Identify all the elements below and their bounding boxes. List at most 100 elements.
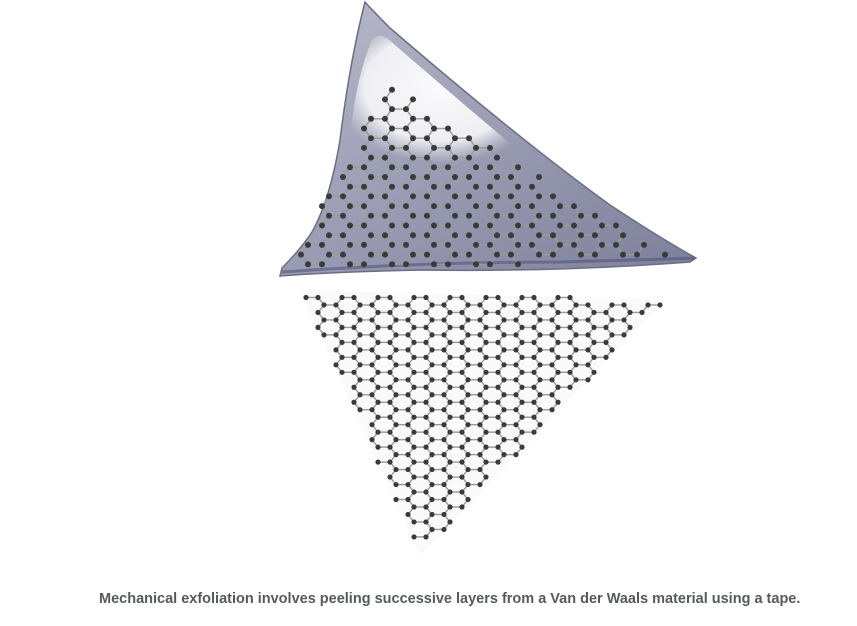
atom: [411, 294, 417, 301]
atom: [515, 164, 521, 171]
atom: [389, 144, 395, 151]
atom: [477, 302, 483, 308]
atom: [557, 203, 563, 210]
atom: [393, 392, 399, 398]
atom: [452, 154, 458, 161]
atom: [429, 466, 435, 473]
atom: [447, 339, 453, 345]
atom: [483, 339, 489, 345]
atom: [473, 144, 479, 151]
atom: [447, 519, 453, 525]
atom: [519, 294, 525, 301]
atom: [459, 309, 465, 316]
atom: [393, 437, 399, 443]
atom: [495, 369, 501, 375]
atom: [333, 347, 339, 353]
atom: [483, 294, 489, 301]
atom: [494, 193, 500, 200]
atom: [387, 309, 393, 316]
atom: [429, 407, 435, 413]
atom: [389, 125, 395, 132]
atom: [495, 399, 501, 405]
atom: [424, 232, 430, 239]
atom: [519, 444, 525, 450]
atom: [357, 347, 363, 353]
atom: [423, 504, 429, 510]
atom: [501, 302, 507, 308]
atom: [405, 362, 411, 368]
atom: [487, 261, 493, 268]
atom: [393, 452, 399, 458]
atom: [459, 444, 465, 450]
atom: [431, 261, 437, 268]
atom: [333, 332, 339, 338]
atom: [361, 125, 367, 132]
atom: [477, 392, 483, 398]
atom: [429, 526, 435, 533]
atom: [361, 144, 367, 151]
atom: [465, 422, 471, 428]
atom: [375, 339, 381, 345]
atom: [375, 384, 381, 390]
atom: [549, 317, 555, 323]
tape-highlight: [350, 36, 530, 164]
atom: [557, 241, 563, 248]
atom: [369, 332, 375, 338]
atom: [431, 144, 437, 151]
atom: [405, 317, 411, 323]
atom: [537, 392, 543, 398]
atom: [465, 452, 471, 458]
atom: [531, 294, 537, 301]
atom: [519, 414, 525, 420]
atom: [441, 511, 447, 518]
atom: [459, 294, 465, 301]
atom: [393, 496, 399, 503]
atom: [411, 504, 417, 510]
atom: [431, 203, 437, 210]
atom: [387, 354, 393, 360]
atom: [578, 232, 584, 239]
atom: [393, 377, 399, 383]
atom: [410, 115, 416, 122]
atom: [441, 392, 447, 398]
atom: [495, 309, 501, 316]
atom: [477, 362, 483, 368]
atom: [621, 332, 627, 338]
atom: [340, 232, 346, 239]
atom: [609, 332, 615, 338]
atom: [447, 309, 453, 316]
atom: [459, 369, 465, 375]
atom: [382, 115, 388, 122]
atom: [459, 489, 465, 495]
atom: [519, 354, 525, 360]
atom: [333, 317, 339, 323]
atom: [495, 339, 501, 345]
atom: [465, 302, 471, 308]
atom: [557, 222, 563, 229]
atom: [513, 347, 519, 353]
atom: [441, 332, 447, 338]
atom: [466, 212, 472, 219]
atom: [567, 384, 573, 390]
atom: [339, 294, 345, 301]
atom: [578, 212, 584, 219]
atom: [459, 429, 465, 435]
atom: [519, 384, 525, 390]
atom: [447, 489, 453, 495]
atom: [389, 261, 395, 268]
atom: [473, 261, 479, 268]
atom: [403, 222, 409, 229]
atom: [375, 414, 381, 420]
atom: [393, 422, 399, 428]
atom: [429, 377, 435, 383]
atom: [340, 212, 346, 219]
atom: [361, 183, 367, 190]
atom: [494, 173, 500, 180]
atom: [375, 354, 381, 360]
atom: [592, 232, 598, 239]
atom: [447, 354, 453, 360]
atom: [465, 392, 471, 398]
atom: [495, 324, 501, 331]
atom: [465, 466, 471, 473]
atom: [487, 164, 493, 171]
